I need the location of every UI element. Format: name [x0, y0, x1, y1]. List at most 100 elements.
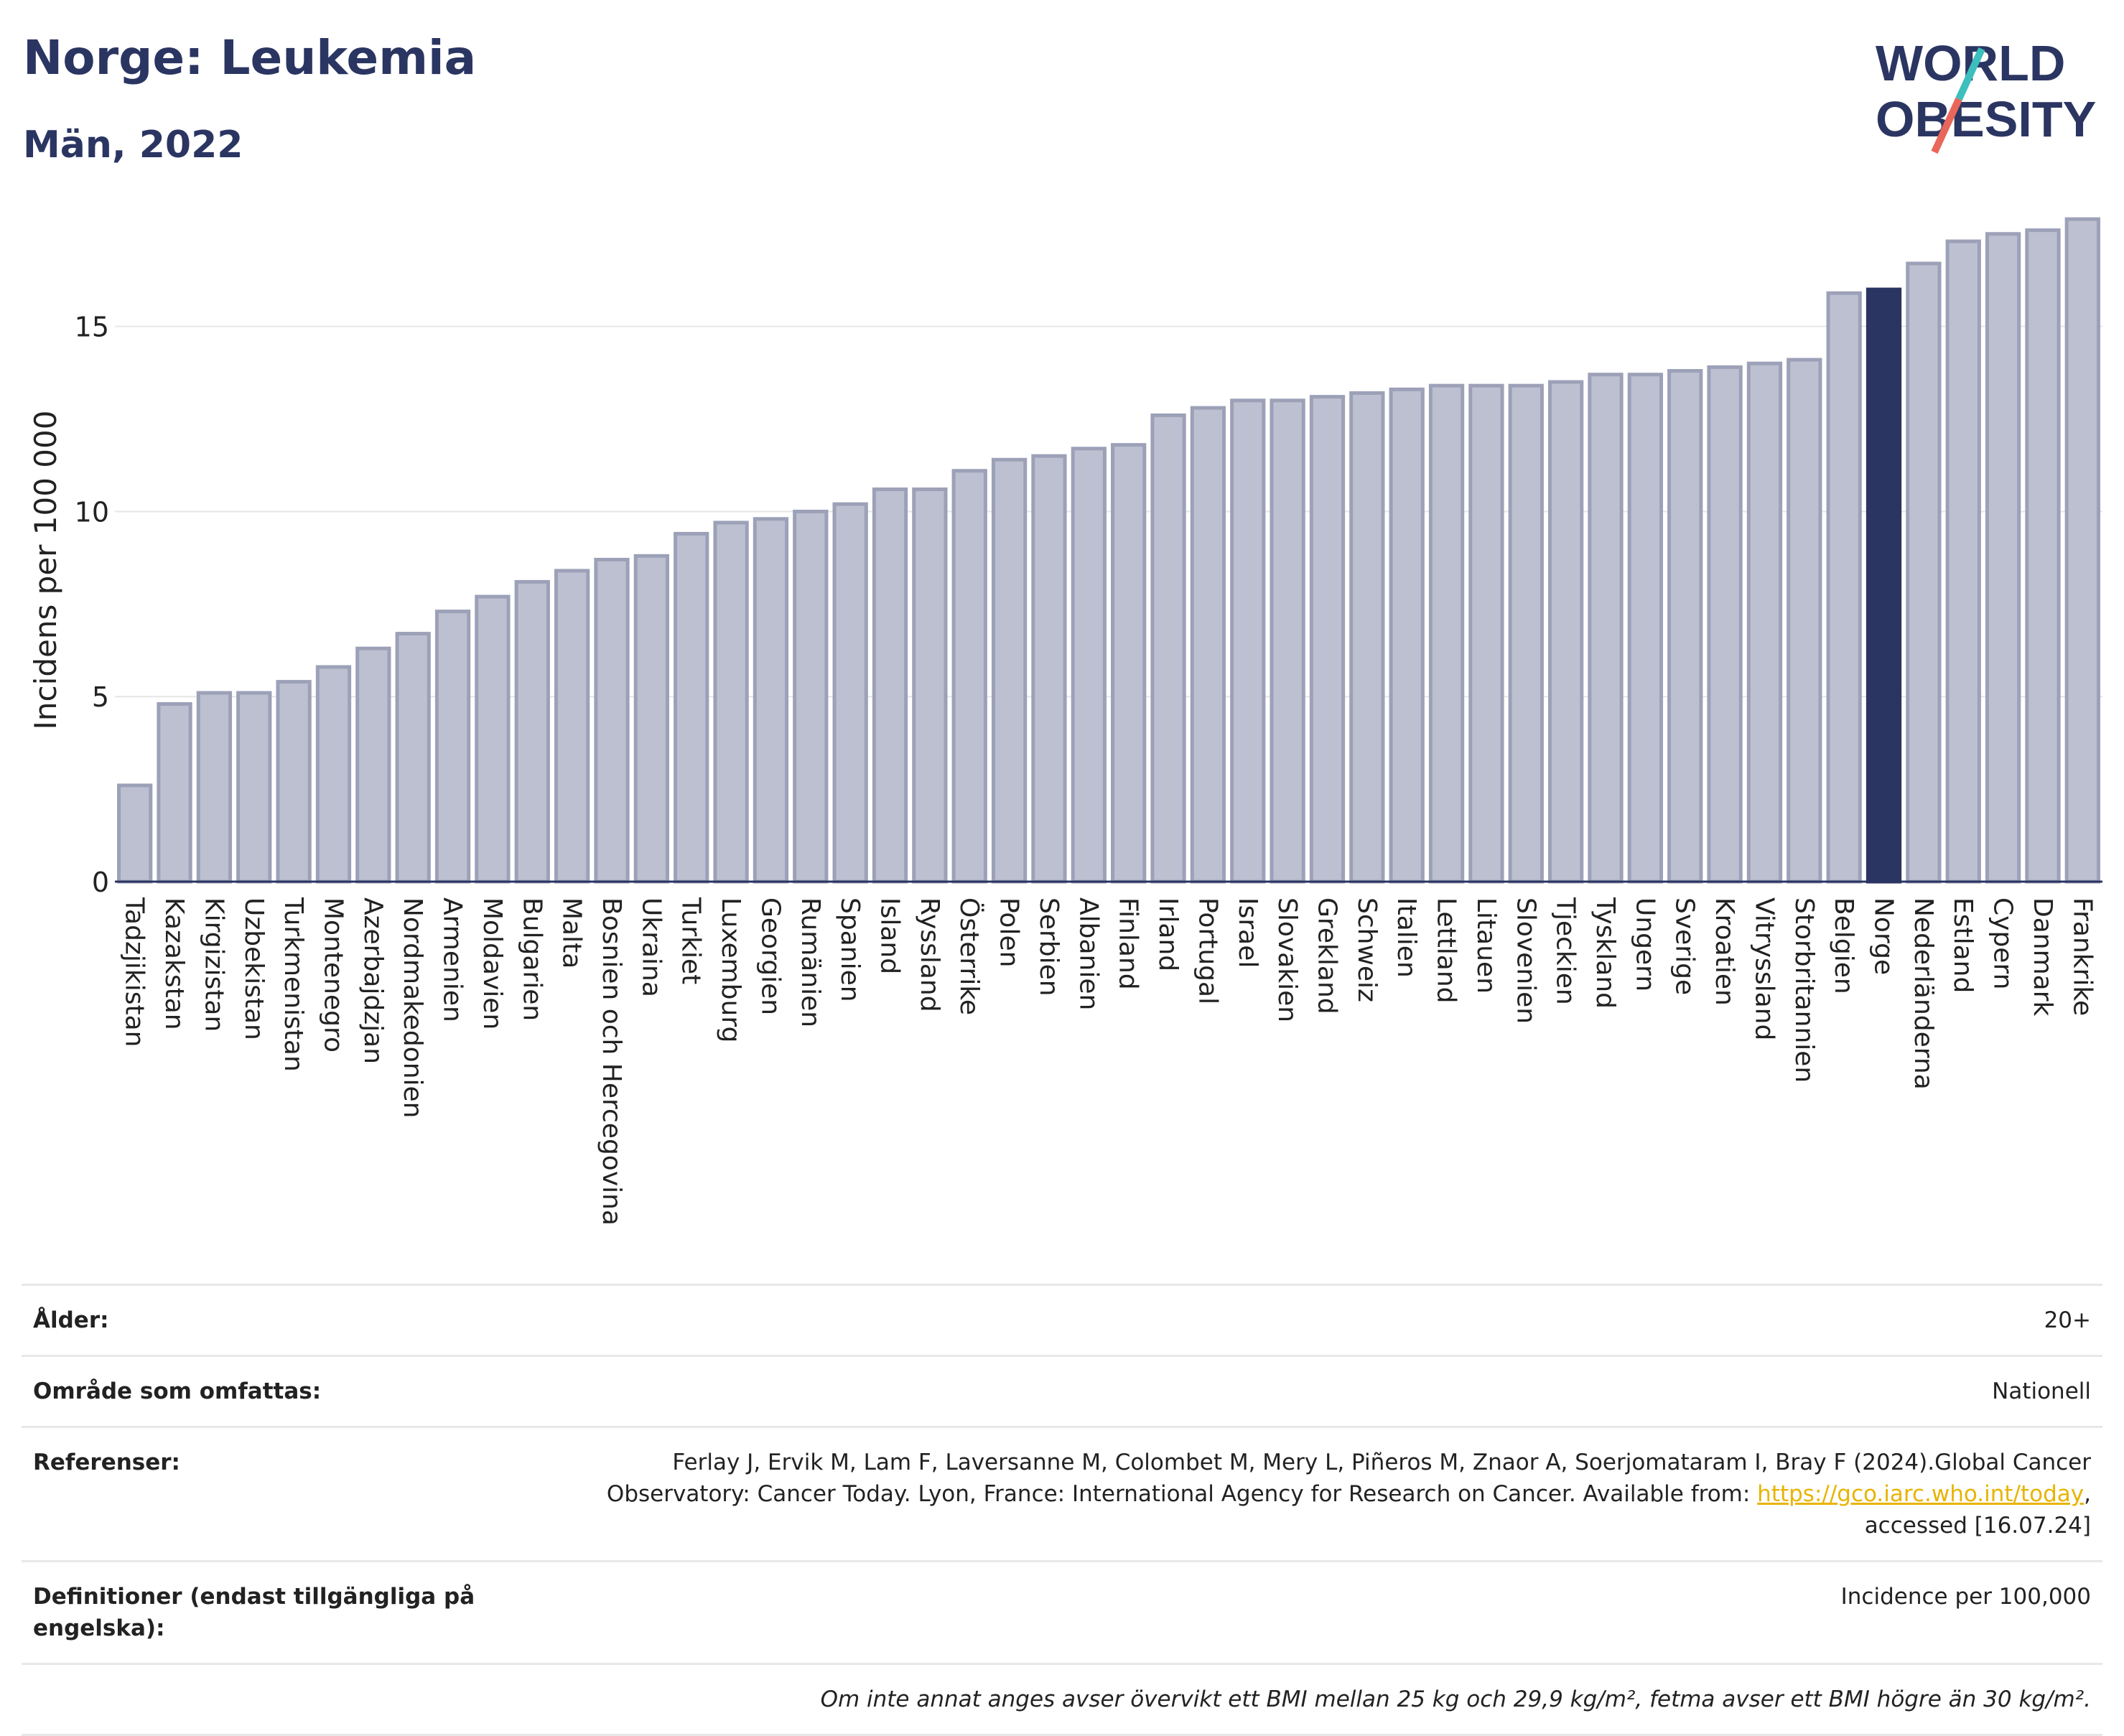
- bar-tadzjikistan: [117, 783, 153, 884]
- bar-schweiz: [1349, 391, 1385, 884]
- y-tick-label: 10: [75, 496, 109, 528]
- bar-island: [872, 487, 908, 884]
- x-tick-label: Sverige: [1670, 897, 1700, 995]
- bar-sverige: [1667, 369, 1703, 884]
- x-tick-label: Tadzjikistan: [120, 897, 149, 1047]
- bar-grekland: [1309, 395, 1346, 884]
- bar-ukraina: [633, 554, 670, 884]
- x-tick-label: Vitryssland: [1749, 897, 1779, 1040]
- x-tick-label: Turkiet: [676, 897, 706, 984]
- x-tick-label: Georgien: [755, 897, 785, 1015]
- bar-belgien: [1826, 291, 1862, 884]
- bar-albanien: [1071, 447, 1107, 884]
- bar-portugal: [1190, 406, 1226, 884]
- info-row-definitions: Definitioner (endast tillgängliga på eng…: [22, 1560, 2102, 1663]
- bar-storbritannien: [1787, 358, 1822, 884]
- x-tick-label: Nederländerna: [1909, 897, 1938, 1090]
- x-tick-label: Albanien: [1073, 897, 1103, 1010]
- definitions-value: Incidence per 100,000: [1840, 1584, 2091, 1610]
- x-tick-label: Portugal: [1193, 897, 1222, 1004]
- x-tick-label: Bosnien och Hercegovina: [597, 897, 626, 1226]
- x-tick-label: Italien: [1392, 897, 1421, 978]
- bar-cypern: [1985, 232, 2021, 884]
- bar-norge: [1866, 287, 1902, 884]
- bar-vitryssland: [1746, 361, 1783, 884]
- references-value: Ferlay J, Ervik M, Lam F, Laversanne M, …: [607, 1447, 2091, 1541]
- bar-moldavien: [475, 594, 511, 884]
- bar-serbien: [1031, 454, 1067, 884]
- references-label: Referenser:: [33, 1450, 180, 1475]
- bar-österrike: [951, 469, 987, 884]
- bar-kazakstan: [157, 702, 192, 884]
- info-row-area: Område som omfattas: Nationell: [22, 1355, 2102, 1426]
- bar-turkiet: [674, 531, 709, 884]
- x-tick-label: Israel: [1233, 897, 1262, 968]
- x-tick-label: Island: [875, 897, 905, 974]
- bar-italien: [1389, 387, 1425, 884]
- bar-polen: [991, 457, 1028, 884]
- bar-nordmakedonien: [395, 632, 431, 884]
- x-tick-label: Rumänien: [796, 897, 825, 1027]
- x-tick-label: Storbritannien: [1789, 897, 1819, 1083]
- y-axis-label: Incidens per 100 000: [28, 411, 63, 730]
- x-tick-label: Lettland: [1432, 897, 1461, 1004]
- bar-tjeckien: [1547, 380, 1584, 884]
- area-label: Område som omfattas:: [33, 1378, 322, 1404]
- x-tick-label: Litauen: [1471, 897, 1501, 994]
- x-tick-label: Uzbekistan: [239, 897, 269, 1040]
- info-row-age: Ålder: 20+: [22, 1284, 2102, 1355]
- bar-kirgizistan: [196, 691, 233, 884]
- x-tick-label: Luxemburg: [716, 897, 745, 1042]
- bar-israel: [1230, 398, 1266, 884]
- bar-azerbajdzjan: [355, 646, 391, 884]
- x-tick-label: Kazakstan: [159, 897, 189, 1030]
- x-tick-label: Tjeckien: [1551, 897, 1580, 1005]
- x-tick-label: Bulgarien: [517, 897, 546, 1021]
- bar-bosnien-och-hercegovina: [594, 557, 630, 884]
- page-title: Norge: Leukemia: [23, 30, 477, 85]
- y-tick-label: 0: [92, 867, 109, 898]
- page-subtitle: Män, 2022: [23, 123, 243, 167]
- bar-lettland: [1428, 383, 1465, 884]
- bmi-note: Om inte annat anges avser övervikt ett B…: [820, 1686, 2091, 1712]
- x-tick-label: Frankrike: [2067, 897, 2097, 1016]
- bar-ungern: [1627, 373, 1664, 884]
- bar-irland: [1150, 413, 1186, 884]
- bar-ryssland: [912, 487, 948, 884]
- logo-line2: OBESITY: [1876, 91, 2096, 147]
- bar-slovenien: [1508, 383, 1544, 884]
- bar-armenien: [434, 610, 471, 884]
- reference-link[interactable]: https://gco.iarc.who.int/today: [1757, 1481, 2085, 1507]
- bar-danmark: [2025, 228, 2061, 884]
- bar-malta: [554, 569, 590, 884]
- x-tick-label: Grekland: [1312, 897, 1341, 1014]
- x-tick-label: Armenien: [438, 897, 467, 1022]
- info-table: Ålder: 20+ Område som omfattas: Nationel…: [22, 1284, 2102, 1736]
- x-tick-label: Norge: [1869, 897, 1899, 975]
- x-tick-label: Ryssland: [915, 897, 944, 1012]
- x-tick-label: Ungern: [1630, 897, 1659, 991]
- bar-nederländerna: [1906, 261, 1942, 884]
- reference-text-2: Observatory: Cancer Today. Lyon, France:…: [606, 1481, 1758, 1507]
- x-tick-label: Schweiz: [1352, 897, 1382, 1002]
- x-tick-label: Belgien: [1829, 897, 1858, 994]
- x-tick-label: Ukraina: [636, 897, 666, 997]
- info-row-note: Om inte annat anges avser övervikt ett B…: [22, 1663, 2102, 1736]
- world-obesity-logo: WORLD OBESITY: [1876, 35, 2096, 154]
- x-tick-label: Cypern: [1988, 897, 2018, 989]
- bar-turkmenistan: [276, 680, 312, 884]
- bar-chart: 0 5 10 15 Incidens per 100 000 Tadzjikistan Ka…: [28, 217, 2102, 1226]
- bar-spanien: [832, 502, 868, 884]
- logo-slash-teal: [1955, 47, 1985, 101]
- bar-montenegro: [315, 665, 352, 884]
- x-tick-label: Slovakien: [1272, 897, 1302, 1022]
- info-row-references: Referenser: Ferlay J, Ervik M, Lam F, La…: [22, 1426, 2102, 1560]
- x-tick-label: Serbien: [1034, 897, 1063, 997]
- x-tick-label: Malta: [557, 897, 587, 969]
- x-tick-label: Irland: [1153, 897, 1183, 971]
- x-tick-label: Moldavien: [478, 897, 507, 1030]
- x-tick-label: Polen: [995, 897, 1024, 967]
- bar-rumänien: [793, 509, 829, 884]
- bar-kroatien: [1707, 365, 1743, 884]
- age-label: Ålder:: [33, 1307, 109, 1333]
